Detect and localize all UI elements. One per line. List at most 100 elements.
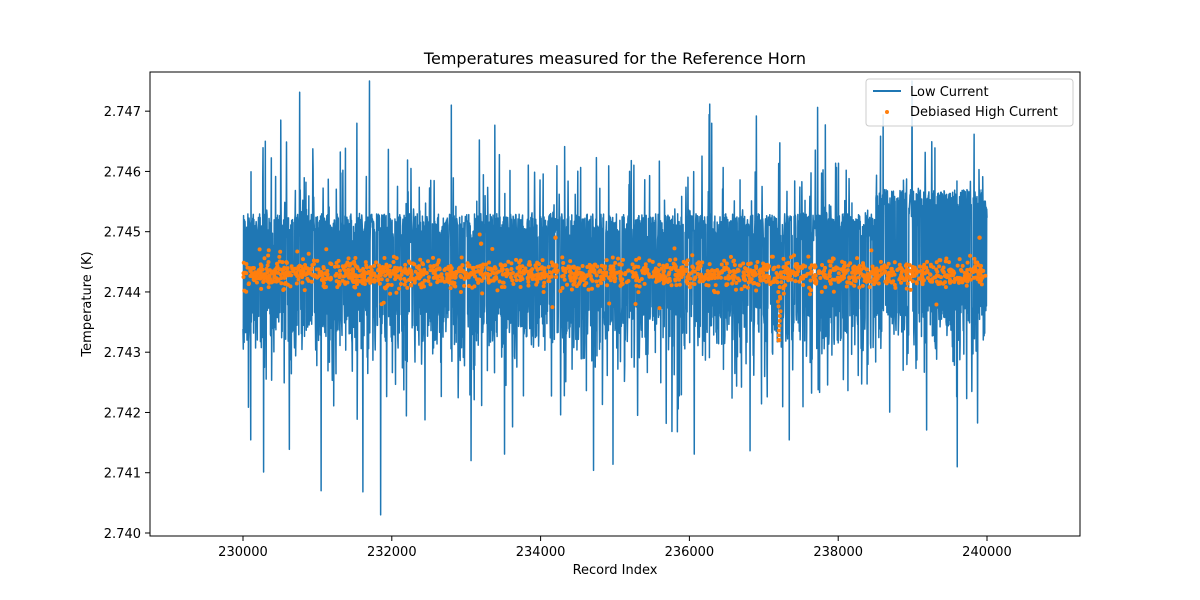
scatter-point [388, 291, 393, 296]
scatter-point [693, 275, 698, 280]
scatter-point [353, 256, 358, 261]
scatter-point [267, 280, 272, 285]
scatter-point [803, 273, 808, 278]
scatter-point [728, 269, 733, 274]
y-axis: 2.740 2.741 2.742 2.743 2.744 2.745 2.746 2.747 [104, 105, 150, 542]
scatter-point [321, 264, 326, 269]
scatter-point [479, 268, 484, 273]
scatter-point [588, 264, 593, 269]
scatter-point [589, 276, 594, 281]
scatter-point [766, 276, 771, 281]
scatter-point [776, 333, 781, 338]
scatter-point [695, 261, 700, 266]
scatter-point [642, 281, 647, 286]
scatter-point [912, 267, 917, 272]
scatter-point [647, 274, 652, 279]
scatter-point [294, 281, 299, 286]
scatter-point [681, 272, 686, 277]
scatter-point [847, 280, 852, 285]
scatter-point [957, 257, 962, 262]
scatter-point [676, 271, 681, 276]
scatter-point [476, 268, 481, 273]
scatter-point [798, 265, 803, 270]
scatter-point [761, 265, 766, 270]
scatter-point [697, 275, 702, 279]
scatter-point [832, 277, 837, 282]
scatter-point [944, 273, 949, 278]
scatter-point [399, 272, 404, 277]
scatter-point [266, 260, 271, 265]
scatter-point [728, 254, 733, 259]
plot-frame [149, 71, 1081, 537]
scatter-point [758, 277, 763, 282]
scatter-point [959, 277, 964, 282]
scatter-point [919, 273, 924, 278]
scatter-point [828, 281, 833, 286]
scatter-point [968, 277, 973, 282]
scatter-point [385, 277, 390, 282]
scatter-point [770, 254, 775, 259]
scatter-point [510, 278, 515, 283]
scatter-point [280, 260, 285, 265]
scatter-point [265, 270, 270, 275]
scatter-point [723, 276, 728, 281]
scatter-point [671, 265, 676, 270]
scatter-point [741, 277, 746, 282]
scatter-point [873, 280, 878, 285]
scatter-point [341, 274, 346, 279]
scatter-point [899, 280, 904, 285]
scatter-point [503, 263, 508, 268]
scatter-point [300, 280, 305, 285]
scatter-point [908, 287, 913, 292]
scatter-point [253, 273, 258, 278]
scatter-point [709, 276, 714, 281]
scatter-point [493, 266, 498, 271]
scatter-point [725, 282, 730, 287]
scatter-point [658, 274, 663, 279]
scatter-point [695, 272, 700, 277]
scatter-point [535, 267, 540, 272]
scatter-point [342, 280, 347, 285]
scatter-point [550, 305, 555, 310]
scatter-point [459, 274, 464, 279]
scatter-point [526, 272, 531, 277]
scatter-point [265, 263, 270, 268]
scatter-point [394, 256, 399, 261]
scatter-point [807, 292, 812, 297]
scatter-point [558, 289, 563, 294]
scatter-point [534, 277, 539, 282]
scatter-point [841, 269, 846, 274]
scatter-point [309, 279, 314, 284]
x-axis-label: Record Index [573, 563, 658, 578]
x-tick-label: 230000 [218, 545, 268, 560]
scatter-point [943, 285, 948, 290]
scatter-point [387, 263, 392, 268]
scatter-point [312, 273, 317, 277]
scatter-point [758, 267, 763, 272]
scatter-point [437, 267, 442, 272]
scatter-point [928, 279, 933, 284]
scatter-point [633, 264, 638, 269]
scatter-point [391, 260, 396, 264]
scatter-point [667, 276, 672, 281]
scatter-point [610, 268, 615, 273]
scatter-point [496, 269, 501, 274]
scatter-point [943, 259, 948, 264]
scatter-point [383, 273, 388, 278]
scatter-point [777, 338, 782, 343]
scatter-point [597, 269, 602, 274]
scatter-point [279, 281, 284, 286]
scatter-point [922, 262, 927, 267]
scatter-point [435, 276, 440, 281]
scatter-point [518, 284, 523, 289]
scatter-point [376, 274, 381, 279]
scatter-point [403, 266, 408, 271]
y-tick-label: 2.746 [104, 165, 141, 180]
scatter-point [294, 270, 299, 275]
scatter-point [572, 275, 577, 280]
scatter-point [284, 260, 289, 265]
scatter-point [722, 265, 727, 270]
scatter-point [304, 271, 309, 276]
scatter-point [618, 269, 623, 274]
scatter-point [546, 264, 551, 269]
